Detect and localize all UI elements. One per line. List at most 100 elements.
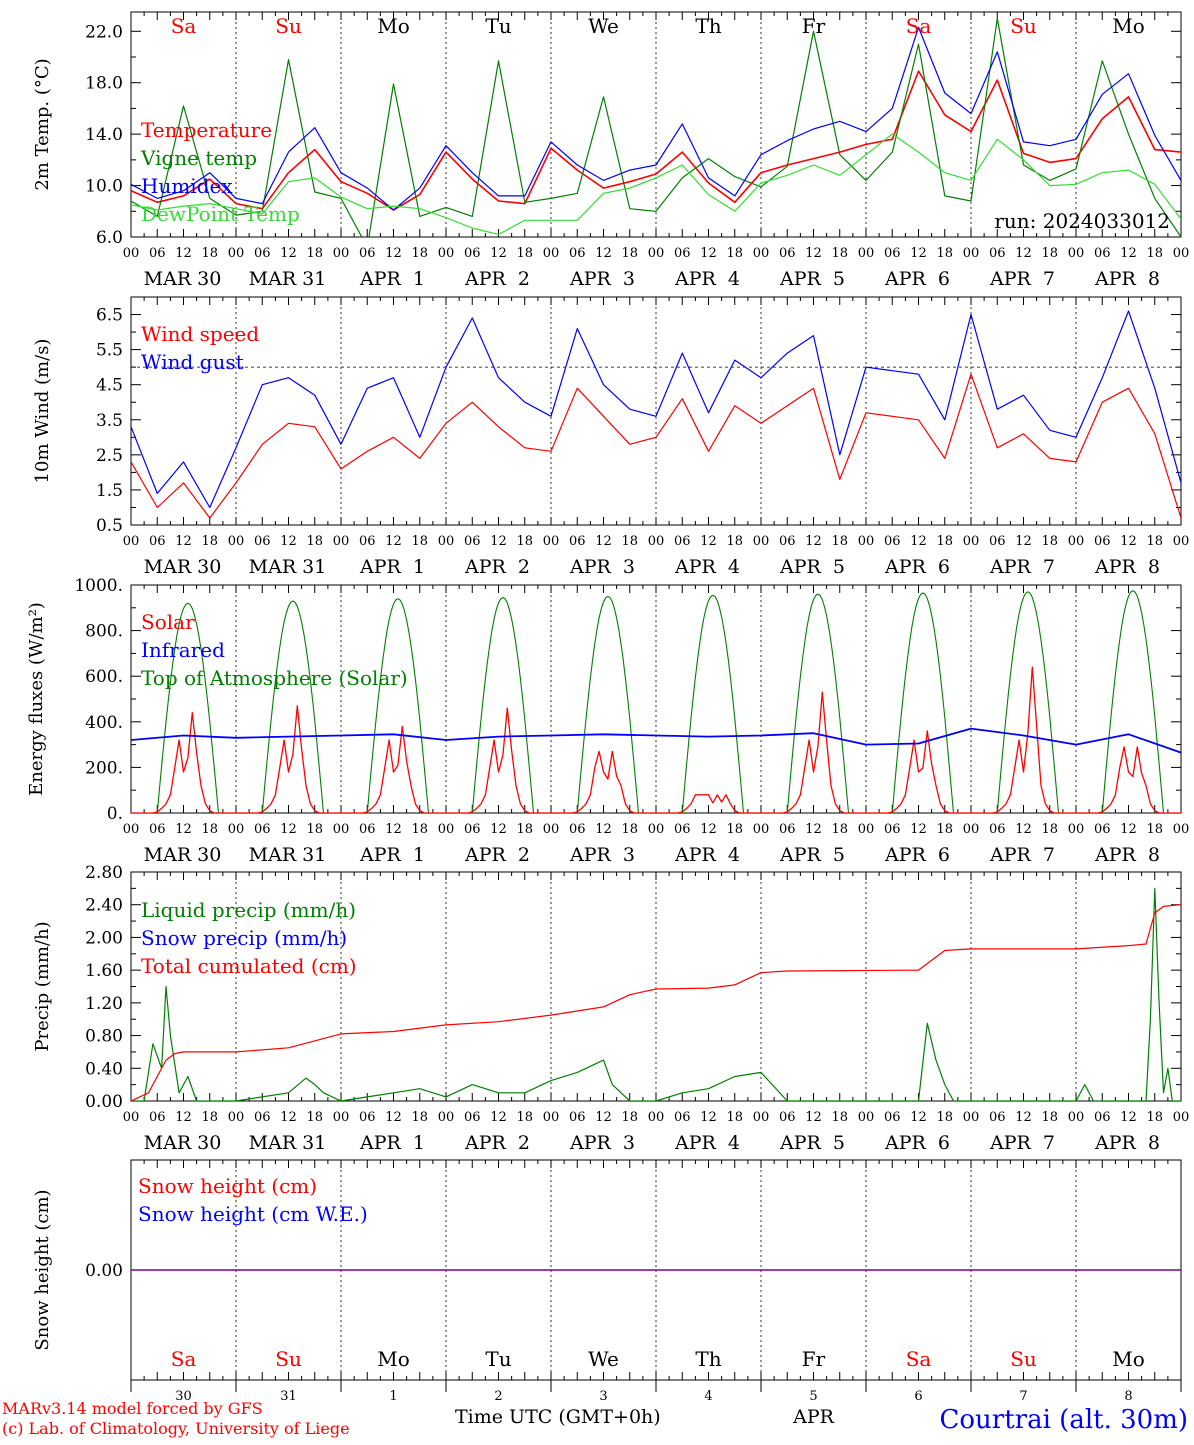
x-date-label: APR 2 — [464, 1132, 530, 1154]
x-date-label: MAR 30 — [144, 844, 222, 866]
x-hour-label: 06 — [674, 1110, 691, 1125]
weekday-label-bottom: Tu — [485, 1347, 511, 1371]
bottom-month-label: APR — [792, 1406, 835, 1428]
x-hour-label: 12 — [700, 534, 717, 549]
y-tick-label: 0.00 — [85, 1092, 123, 1112]
y-tick-label: 18.0 — [85, 74, 123, 94]
x-hour-label: 12 — [1120, 534, 1137, 549]
x-hour-label: 12 — [1120, 822, 1137, 837]
weekday-label-top: Sa — [171, 14, 197, 38]
series-group — [131, 887, 1181, 1101]
weekday-label-bottom: Su — [275, 1347, 302, 1371]
x-date-label: APR 3 — [569, 556, 635, 578]
legend-entry: Total cumulated (cm) — [141, 954, 357, 978]
legend-entry: Snow height (cm) — [138, 1174, 317, 1198]
x-date-label: APR 8 — [1094, 556, 1160, 578]
x-hour-label: 06 — [884, 822, 901, 837]
x-hour-label: 06 — [569, 822, 586, 837]
x-hour-label: 06 — [569, 246, 586, 261]
x-hour-label: 18 — [306, 246, 323, 261]
x-hour-label: 00 — [648, 246, 665, 261]
weekday-label-top: Fr — [802, 14, 826, 38]
series-toa-solar — [131, 590, 1181, 813]
bottom-day-number: 31 — [280, 1389, 297, 1404]
y-tick-label: 0.40 — [85, 1059, 123, 1079]
x-hour-label: 06 — [674, 822, 691, 837]
weekday-label-bottom: We — [588, 1347, 619, 1371]
x-hour-label: 12 — [700, 822, 717, 837]
legend-entry: Liquid precip (mm/h) — [141, 898, 356, 922]
y-tick-label: 0.80 — [85, 1027, 123, 1047]
x-hour-label: 18 — [726, 246, 743, 261]
x-hour-label: 12 — [595, 1110, 612, 1125]
x-hour-label: 18 — [1146, 1110, 1163, 1125]
x-date-label: APR 3 — [569, 268, 635, 290]
x-hour-label: 06 — [254, 1110, 271, 1125]
x-hour-label: 00 — [1068, 246, 1085, 261]
x-hour-label: 18 — [516, 534, 533, 549]
x-hour-label: 06 — [884, 1110, 901, 1125]
weekday-label-bottom: Th — [695, 1347, 721, 1371]
x-hour-label: 00 — [753, 1110, 770, 1125]
x-date-label: MAR 30 — [144, 556, 222, 578]
x-hour-label: 06 — [779, 1110, 796, 1125]
x-hour-label: 00 — [1068, 822, 1085, 837]
x-hour-label: 00 — [123, 534, 140, 549]
x-hour-label: 06 — [464, 1110, 481, 1125]
x-hour-label: 00 — [858, 534, 875, 549]
legend-entry: Vigne temp — [140, 146, 257, 170]
weekday-label-top: Mo — [377, 14, 410, 38]
legend-entry: Humidex — [141, 174, 233, 198]
y-tick-label: 2.5 — [96, 446, 123, 466]
weekday-label-top: Su — [1010, 14, 1037, 38]
x-hour-label: 00 — [333, 246, 350, 261]
x-hour-label: 06 — [254, 246, 271, 261]
footer-time-label: Time UTC (GMT+0h) — [455, 1406, 661, 1428]
x-hour-label: 18 — [306, 534, 323, 549]
x-date-label: APR 8 — [1094, 1132, 1160, 1154]
x-hour-label: 18 — [621, 822, 638, 837]
x-hour-label: 06 — [989, 1110, 1006, 1125]
x-date-label: APR 1 — [359, 556, 425, 578]
series-infrared — [131, 727, 1181, 754]
x-hour-label: 12 — [175, 534, 192, 549]
weekday-label-top: Tu — [485, 14, 511, 38]
x-hour-label: 00 — [438, 246, 455, 261]
x-hour-label: 00 — [123, 1110, 140, 1125]
x-hour-label: 06 — [569, 534, 586, 549]
x-hour-label: 00 — [858, 246, 875, 261]
y-tick-label: 0. — [107, 804, 123, 824]
x-date-label: MAR 31 — [249, 268, 327, 290]
x-hour-label: 18 — [201, 534, 218, 549]
weekday-label-top: Th — [695, 14, 721, 38]
x-hour-label: 18 — [1041, 534, 1058, 549]
bottom-day-number: 5 — [809, 1389, 817, 1404]
x-date-label: APR 3 — [569, 844, 635, 866]
legend-entry: Temperature — [141, 118, 272, 142]
x-hour-label: 18 — [1041, 822, 1058, 837]
x-date-label: MAR 31 — [249, 1132, 327, 1154]
x-hour-label: 18 — [726, 534, 743, 549]
x-date-label: APR 5 — [779, 1132, 845, 1154]
weekday-label-bottom: Su — [1010, 1347, 1037, 1371]
y-tick-label: 6.0 — [96, 228, 123, 248]
footer-station: Courtrai (alt. 30m) — [940, 1405, 1189, 1435]
x-hour-label: 12 — [490, 1110, 507, 1125]
y-tick-label: 1000. — [74, 576, 123, 596]
weekday-label-top: Mo — [1112, 14, 1145, 38]
x-hour-label: 12 — [385, 534, 402, 549]
x-hour-label: 18 — [201, 822, 218, 837]
weekday-label-bottom: Fr — [802, 1347, 826, 1371]
x-hour-label: 18 — [1041, 246, 1058, 261]
y-axis-label: 10m Wind (m/s) — [32, 339, 53, 484]
x-hour-label: 06 — [464, 822, 481, 837]
series-liquid-precip-mm-h- — [131, 887, 1181, 1101]
series-total-cumulated-cm- — [131, 904, 1181, 1101]
x-date-label: APR 2 — [464, 556, 530, 578]
x-hour-label: 18 — [726, 1110, 743, 1125]
x-hour-label: 00 — [333, 822, 350, 837]
series-group — [131, 17, 1181, 237]
x-date-label: APR 7 — [989, 556, 1055, 578]
x-hour-label: 12 — [805, 822, 822, 837]
